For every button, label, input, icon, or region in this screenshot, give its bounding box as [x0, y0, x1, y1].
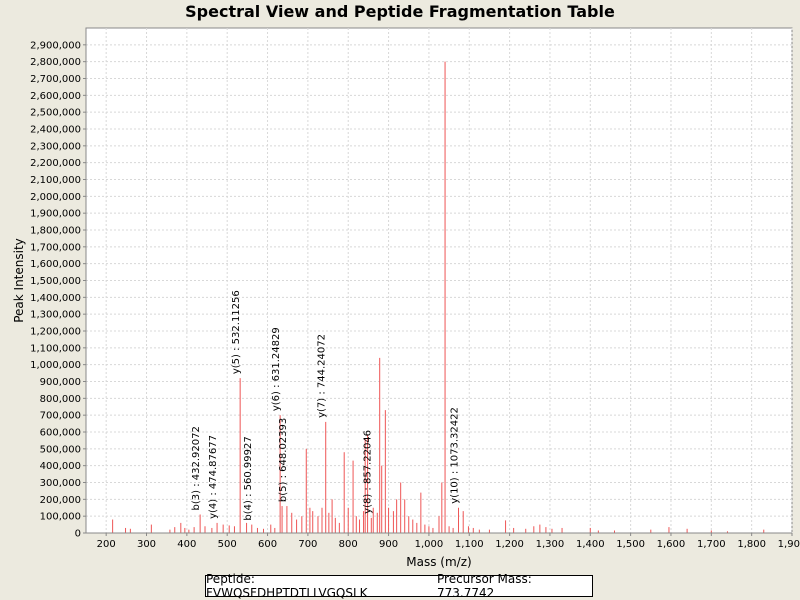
chart-title: Spectral View and Peptide Fragmentation … [185, 2, 615, 21]
peak-annotation: b(4) : 560.99927 [243, 436, 254, 520]
x-tick-label: 200 [97, 539, 116, 550]
y-tick-label: 800,000 [40, 394, 81, 405]
y-tick-label: 0 [75, 529, 81, 540]
x-tick-label: 1,900 [778, 539, 800, 550]
x-tick-label: 600 [258, 539, 277, 550]
x-tick-label: 1,500 [616, 539, 645, 550]
y-tick-label: 900,000 [40, 377, 81, 388]
precursor-mass-label: Precursor Mass: 773.7742 [437, 572, 532, 600]
x-tick-label: 500 [218, 539, 237, 550]
y-tick-label: 1,100,000 [30, 343, 81, 354]
y-tick-label: 700,000 [40, 411, 81, 422]
x-tick-label: 300 [137, 539, 156, 550]
x-tick-label: 1,800 [737, 539, 766, 550]
y-tick-label: 2,700,000 [30, 74, 81, 85]
x-tick-label: 400 [177, 539, 196, 550]
peak-annotation: b(5) : 648.02393 [278, 418, 289, 502]
y-tick-label: 1,400,000 [30, 293, 81, 304]
peak-annotation: y(4) : 474.87677 [208, 435, 219, 519]
y-tick-label: 1,200,000 [30, 327, 81, 338]
x-tick-label: 1,700 [697, 539, 726, 550]
y-tick-label: 1,800,000 [30, 226, 81, 237]
x-tick-label: 1,400 [576, 539, 605, 550]
y-tick-label: 1,300,000 [30, 310, 81, 321]
x-tick-label: 1,000 [415, 539, 444, 550]
peak-annotation: y(8) : 857.22046 [362, 430, 373, 514]
y-axis-label: Peak Intensity [12, 238, 26, 323]
peak-annotation: b(3) : 432.92072 [191, 426, 202, 510]
y-tick-label: 2,300,000 [30, 141, 81, 152]
x-axis-label: Mass (m/z) [406, 555, 471, 569]
peptide-label: Peptide: FVWQSFDHPTDTLLVGQSLK [206, 572, 368, 600]
peak-annotation: y(10) : 1073.32422 [449, 407, 460, 504]
y-tick-label: 2,800,000 [30, 57, 81, 68]
y-tick-label: 1,900,000 [30, 209, 81, 220]
x-tick-label: 1,100 [455, 539, 484, 550]
y-tick-label: 2,900,000 [30, 40, 81, 51]
y-tick-label: 1,000,000 [30, 360, 81, 371]
y-tick-label: 100,000 [40, 512, 81, 523]
x-tick-label: 1,600 [657, 539, 686, 550]
y-tick-label: 1,600,000 [30, 259, 81, 270]
x-tick-label: 1,300 [536, 539, 565, 550]
peak-annotation: y(5) : 532.11256 [231, 290, 242, 374]
x-tick-label: 700 [298, 539, 317, 550]
x-tick-label: 900 [379, 539, 398, 550]
y-tick-label: 300,000 [40, 478, 81, 489]
y-tick-label: 2,500,000 [30, 108, 81, 119]
y-tick-label: 400,000 [40, 461, 81, 472]
y-tick-label: 500,000 [40, 444, 81, 455]
peak-annotation: y(7) : 744.24072 [317, 334, 328, 418]
y-tick-label: 1,700,000 [30, 242, 81, 253]
y-tick-label: 2,100,000 [30, 175, 81, 186]
y-tick-label: 200,000 [40, 495, 81, 506]
y-tick-label: 2,400,000 [30, 125, 81, 136]
peak-annotation: y(6) : 631.24829 [271, 327, 282, 411]
x-tick-label: 1,200 [495, 539, 524, 550]
x-tick-label: 800 [339, 539, 358, 550]
y-tick-label: 2,000,000 [30, 192, 81, 203]
y-tick-label: 2,200,000 [30, 158, 81, 169]
peptide-info-box: Peptide: FVWQSFDHPTDTLLVGQSLK Precursor … [205, 572, 593, 600]
y-tick-label: 2,600,000 [30, 91, 81, 102]
y-tick-label: 1,500,000 [30, 276, 81, 287]
y-tick-label: 600,000 [40, 428, 81, 439]
